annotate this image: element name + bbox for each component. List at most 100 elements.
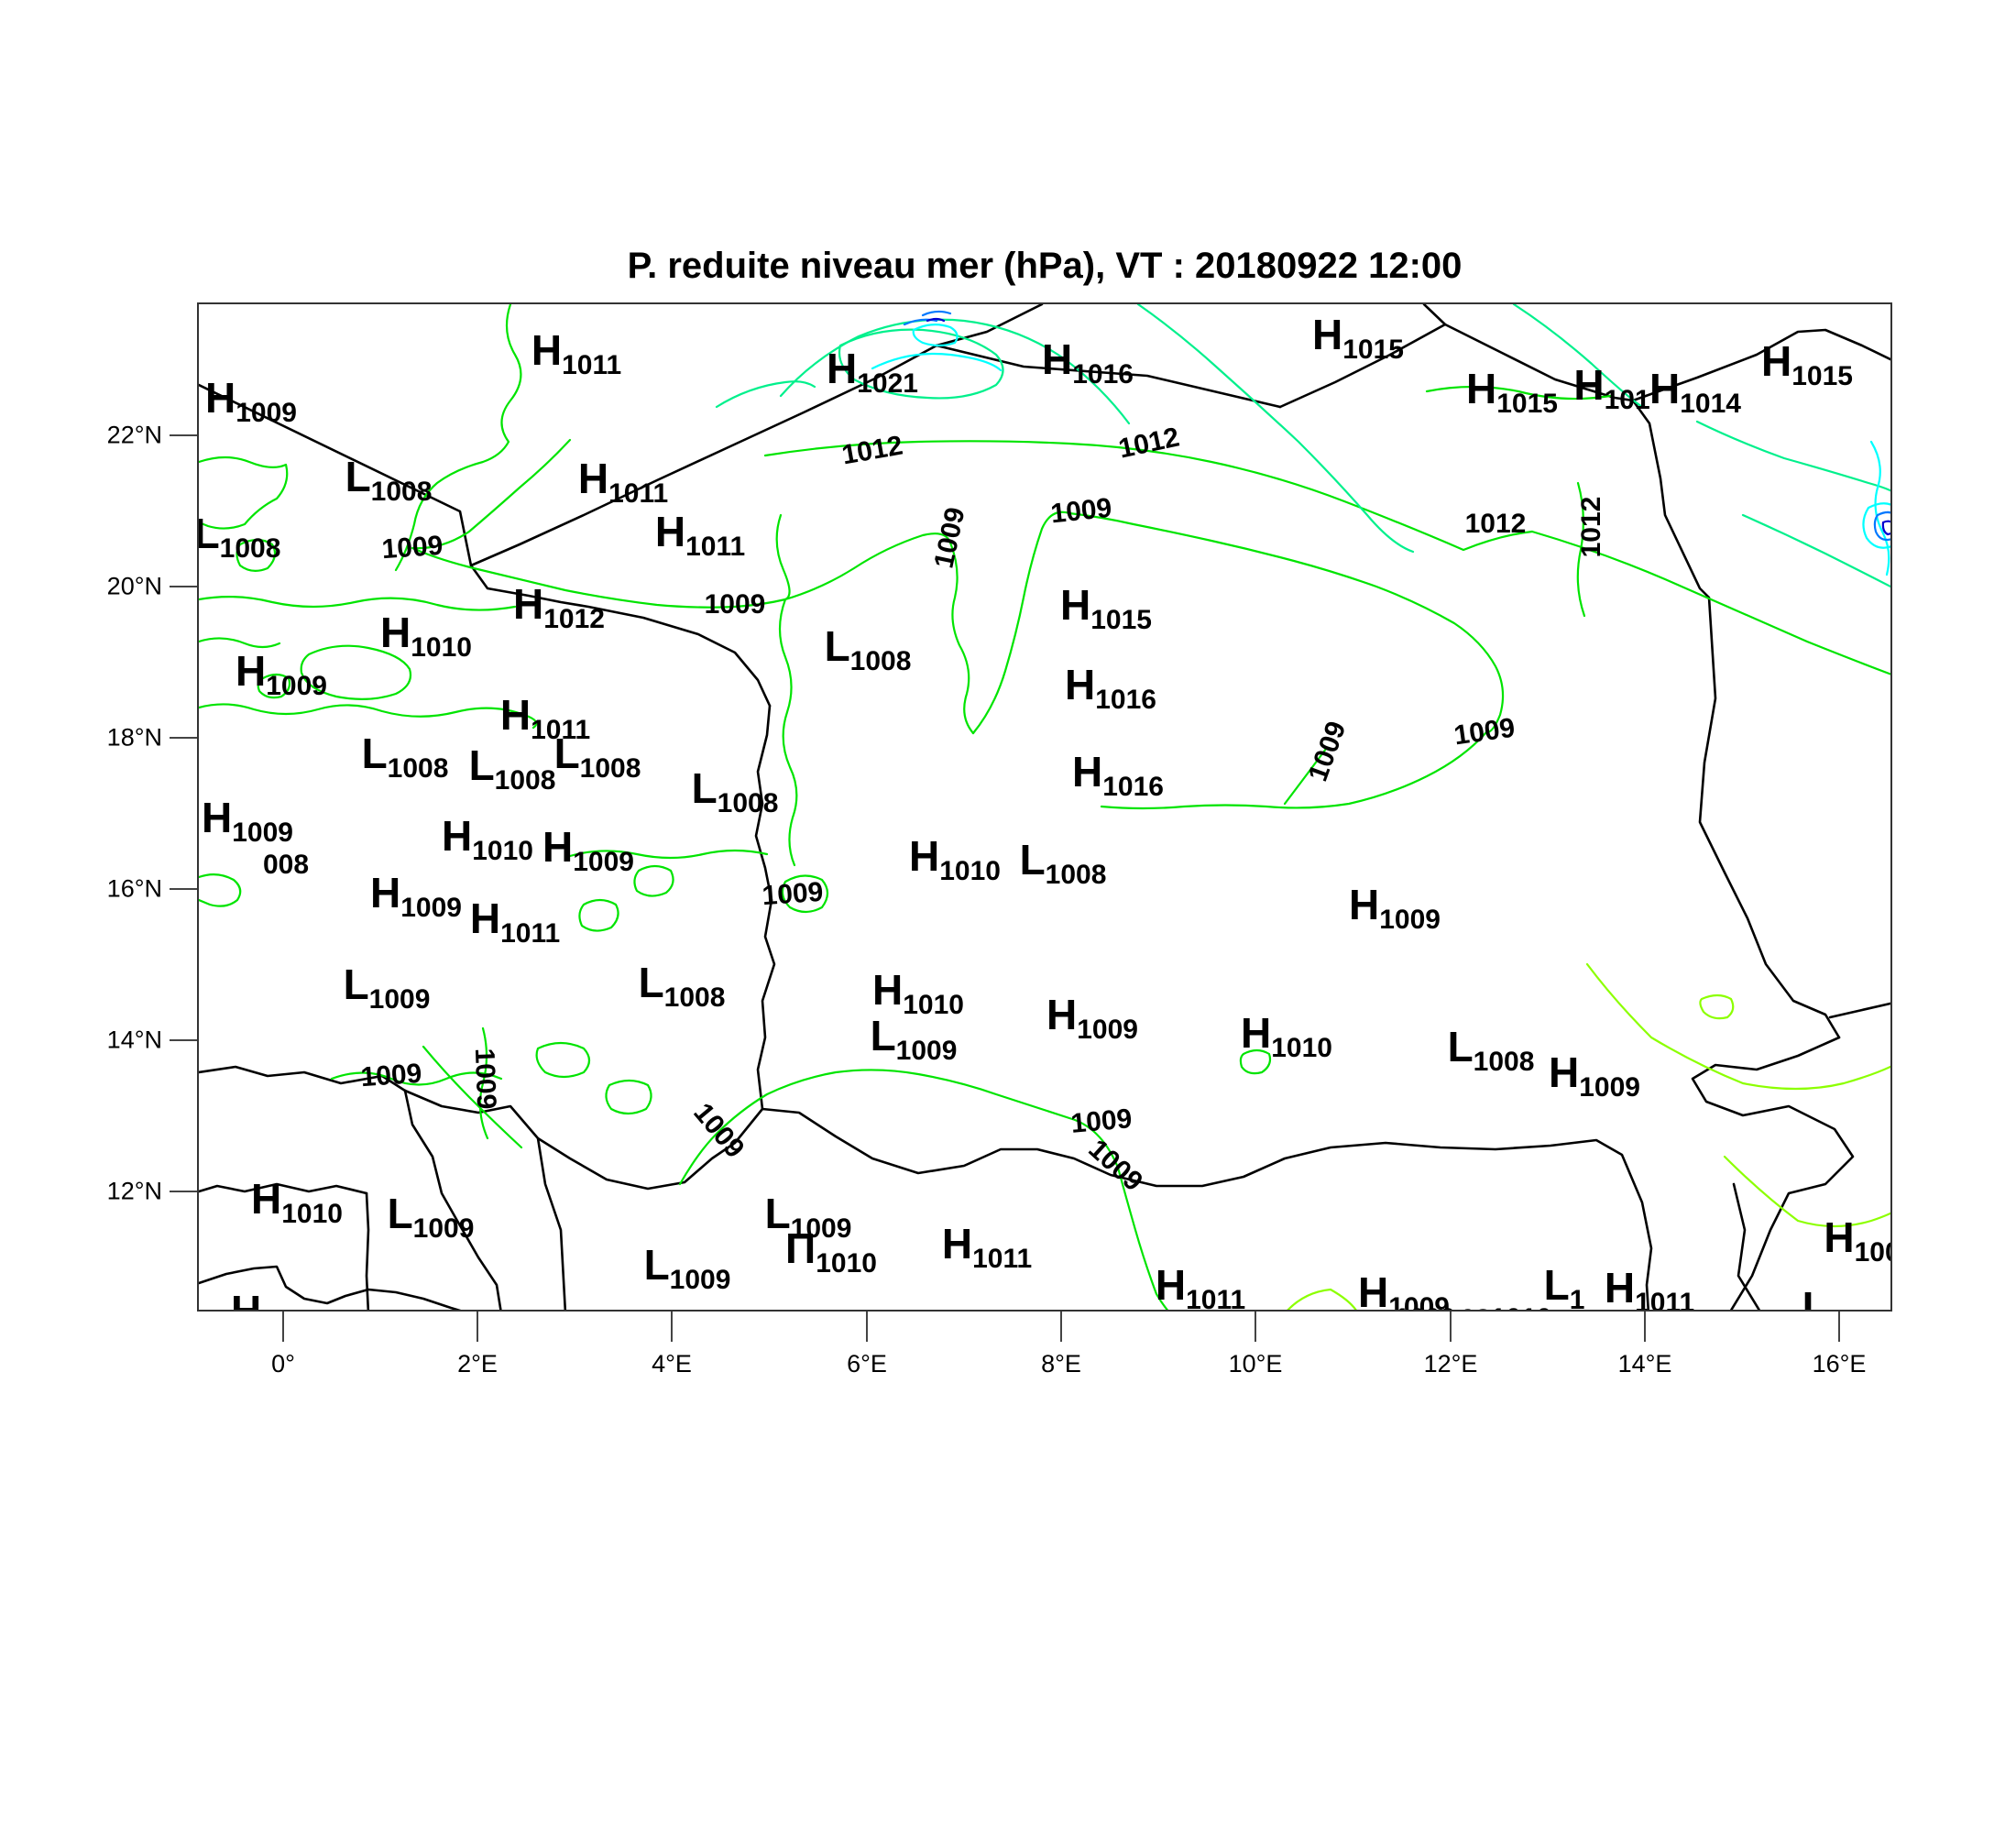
pressure-value: 1016 bbox=[1072, 359, 1134, 390]
border-niger-chad-vertical bbox=[1631, 399, 1841, 1039]
border-mali-niger-west bbox=[199, 383, 772, 708]
pressure-value: 1009 bbox=[266, 671, 327, 701]
pressure-value: 1010 bbox=[1271, 1033, 1332, 1063]
pressure-center-H1010: H1010 bbox=[442, 815, 533, 865]
isobar-green-left-16n bbox=[199, 873, 242, 907]
pressure-letter: H bbox=[1349, 881, 1380, 928]
pressure-value: 1011 bbox=[1635, 1288, 1695, 1312]
longitude-tick-label: 0° bbox=[271, 1350, 295, 1377]
pressure-value: 1011 bbox=[1186, 1285, 1246, 1312]
pressure-value: 1010 bbox=[281, 1199, 343, 1229]
pressure-center-H1012: H1012 bbox=[513, 583, 605, 633]
longitude-tick-mark bbox=[866, 1312, 868, 1342]
pressure-center-H101: H101 bbox=[1573, 364, 1649, 414]
longitude-tick-label: 12°E bbox=[1423, 1350, 1478, 1377]
pressure-value: 1015 bbox=[1090, 605, 1152, 635]
isobar-1009-main-west bbox=[411, 438, 787, 609]
isobar-green-blob-cluster-b bbox=[257, 673, 291, 699]
contour-label-1009: 1009 bbox=[468, 1048, 502, 1110]
border-top-edge-spur bbox=[1422, 304, 1447, 326]
border-coast-gulf-guinea bbox=[199, 1265, 462, 1310]
longitude-tick-label: 2°E bbox=[457, 1350, 498, 1377]
pressure-center-H1021: H1021 bbox=[827, 347, 918, 398]
pressure-center-L1008: L1008 bbox=[199, 512, 280, 563]
border-ghana-togo-vertical bbox=[365, 1191, 370, 1310]
pressure-value: 1011 bbox=[500, 918, 561, 949]
isobar-1009-nigeria-chain bbox=[678, 1069, 1169, 1310]
pressure-center-H1015: H1015 bbox=[1761, 340, 1853, 390]
pressure-center-H1010: H1010 bbox=[872, 969, 964, 1019]
pressure-center-L1008: L1008 bbox=[1020, 839, 1107, 889]
contour-label-1009: 1009 bbox=[1049, 492, 1113, 530]
isobar-green-blob-c bbox=[633, 864, 674, 897]
pressure-letter: H bbox=[205, 374, 236, 422]
pressure-center-H1011: H1011 bbox=[578, 457, 668, 508]
isobars-green bbox=[199, 304, 1890, 1310]
isobar-cyan-top-arc bbox=[871, 352, 1003, 372]
pressure-center-L1008: L1008 bbox=[825, 625, 912, 675]
pressure-center-L1: L1 bbox=[1543, 1261, 1585, 1310]
pressure-center-L1009: L1009 bbox=[871, 1015, 958, 1065]
pressure-value: 1011 bbox=[685, 532, 746, 562]
pressure-value: 1008 bbox=[579, 753, 641, 784]
pressure-value: 1008 bbox=[219, 533, 281, 564]
longitude-tick-mark bbox=[1644, 1312, 1646, 1342]
pressure-letter: H bbox=[1046, 991, 1078, 1038]
pressure-center-H1015: H1015 bbox=[1312, 311, 1404, 364]
isobar-green-nw-vertical bbox=[394, 304, 522, 572]
contour-label-1009: 1009 bbox=[1395, 1305, 1456, 1311]
isobar-navy-spiral-core bbox=[1881, 520, 1890, 536]
latitude-tick-label: 12°N bbox=[106, 1177, 162, 1205]
isobar-contour-canvas bbox=[199, 304, 1890, 1310]
pressure-value: 1016 bbox=[1102, 772, 1164, 802]
pressure-letter: H bbox=[1312, 311, 1343, 358]
pressure-letter: H bbox=[1466, 365, 1497, 412]
pressure-letter: H bbox=[909, 832, 940, 880]
isobar-teal-ne-east-2 bbox=[1741, 513, 1890, 588]
isobar-1009-main-east bbox=[971, 510, 1505, 735]
isobar-green-195n-line bbox=[199, 596, 517, 611]
isobar-green-blob-f bbox=[605, 1079, 652, 1115]
pressure-center-H1015: H1015 bbox=[1060, 584, 1152, 634]
pressure-letter: L bbox=[638, 959, 664, 1006]
pressure-center-L1008: L1008 bbox=[554, 732, 641, 783]
border-mali-algeria-diagonal bbox=[469, 344, 938, 567]
pressure-letter: H bbox=[1824, 1213, 1855, 1261]
border-niger-algeria-east bbox=[935, 344, 1282, 409]
pressure-center-H1016: H1016 bbox=[1065, 664, 1156, 714]
contour-label-1009: 1009 bbox=[359, 1058, 423, 1093]
pressure-center-L1009: L1009 bbox=[388, 1192, 475, 1243]
longitude-tick-mark bbox=[1255, 1312, 1256, 1342]
isobars-teal bbox=[715, 304, 1890, 588]
pressure-letter: L bbox=[1447, 1023, 1474, 1070]
isobar-cyan-top-blob bbox=[912, 324, 959, 347]
isobar-teal-h1021-oval bbox=[838, 328, 1004, 400]
pressure-value: 1007 bbox=[1828, 1307, 1890, 1311]
isobar-cyan-right-edge bbox=[1869, 440, 1890, 576]
pressure-letter: H bbox=[1649, 365, 1681, 412]
pressure-center-H1009: H1009 bbox=[236, 647, 327, 700]
pressure-center-L1007: L1007 bbox=[1802, 1286, 1890, 1311]
isobar-green-blob-1009-label bbox=[781, 874, 829, 914]
pressure-center-H1009: H1009 bbox=[1349, 881, 1441, 934]
contour-label-1009: 1009 bbox=[761, 876, 825, 912]
pressure-letter: L bbox=[1543, 1261, 1570, 1309]
pressure-letter: Π bbox=[785, 1224, 816, 1272]
isobar-chartreuse-se-1 bbox=[1585, 962, 1890, 1091]
pressure-center-Π1010: Π1010 bbox=[785, 1224, 877, 1278]
pressure-value: 1010 bbox=[411, 632, 472, 663]
pressure-center-H1009: H1009 bbox=[1549, 1051, 1640, 1102]
isobar-green-small-ovals-sc bbox=[1239, 1048, 1272, 1075]
pressure-value: 1008 bbox=[370, 477, 433, 507]
isobar-green-14n-diag bbox=[422, 1045, 523, 1149]
pressure-center-L1009: L1009 bbox=[343, 960, 431, 1014]
pressure-center-H1014: H1014 bbox=[1649, 365, 1741, 418]
isobar-chartreuse-lakechad-blob bbox=[1699, 993, 1735, 1020]
pressure-center-H1011: H1011 bbox=[470, 897, 560, 948]
pressure-letter: H bbox=[236, 647, 267, 695]
border-cameroon-chad bbox=[1732, 1182, 1761, 1310]
pressure-center-H1010: H1010 bbox=[251, 1178, 343, 1228]
pressure-value: 1010 bbox=[903, 990, 964, 1020]
pressure-letter: L bbox=[343, 960, 369, 1008]
longitude-tick-label: 16°E bbox=[1812, 1350, 1867, 1377]
